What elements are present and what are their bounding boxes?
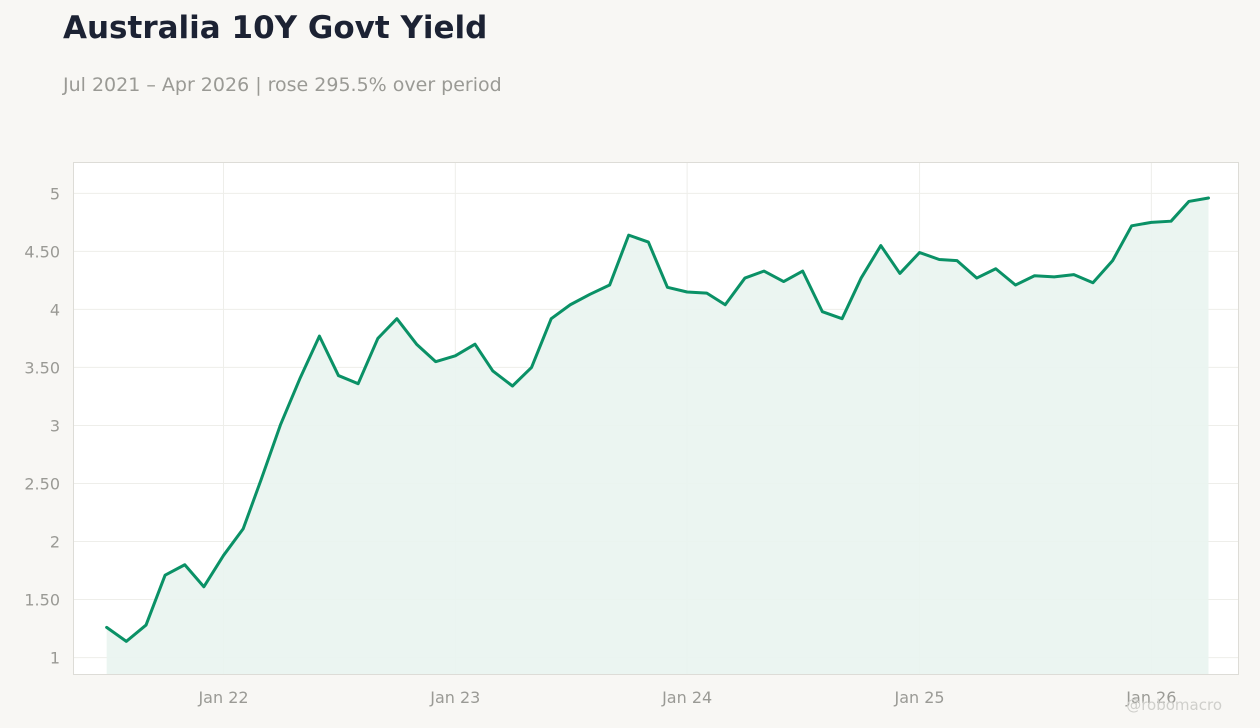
data-points (105, 196, 1210, 643)
x-tick-label: Jan 22 (197, 688, 248, 707)
data-point (840, 317, 844, 320)
data-point (898, 272, 902, 275)
data-point (588, 293, 592, 296)
y-tick-label: 3.50 (24, 358, 60, 377)
data-point (356, 382, 360, 385)
data-point (415, 343, 418, 346)
data-point (608, 283, 611, 287)
data-point (782, 280, 785, 283)
data-point (318, 334, 321, 338)
x-tick-label: Jan 23 (429, 688, 480, 707)
data-point (1169, 219, 1173, 223)
x-tick-label: Jan 25 (894, 688, 945, 707)
data-point (938, 258, 941, 261)
data-point (724, 303, 727, 306)
chart-title: Australia 10Y Govt Yield (63, 10, 488, 46)
x-axis-ticks: Jan 22 Jan 23 Jan 24 Jan 25 Jan 26 (197, 688, 1176, 707)
data-point (298, 377, 301, 381)
y-tick-label: 1 (50, 649, 60, 668)
data-point (647, 240, 650, 244)
data-point (1033, 274, 1036, 277)
data-point (1187, 200, 1191, 203)
data-point (994, 267, 997, 270)
x-tick-label: Jan 26 (1125, 688, 1176, 707)
data-point (202, 585, 206, 588)
y-tick-label: 2.50 (24, 474, 60, 493)
data-point (144, 623, 148, 627)
data-point (183, 563, 186, 566)
data-point (859, 276, 863, 280)
data-point (1014, 283, 1017, 287)
yield-line (105, 196, 1211, 643)
x-tick-label: Jan 24 (661, 688, 712, 707)
data-point (879, 244, 883, 247)
data-point (801, 269, 804, 273)
data-point (491, 369, 494, 373)
y-tick-label: 5 (50, 184, 60, 203)
data-point (1111, 259, 1114, 262)
y-tick-label: 4.50 (24, 242, 60, 261)
data-point (627, 233, 630, 237)
data-point (1150, 221, 1153, 224)
data-point (821, 310, 824, 313)
data-point (279, 423, 282, 426)
data-point (511, 384, 514, 388)
data-point (685, 290, 689, 294)
data-point (434, 360, 437, 363)
data-point (395, 317, 399, 320)
data-point (1130, 224, 1133, 228)
data-point (222, 554, 225, 557)
data-point (125, 640, 128, 643)
data-point (242, 527, 245, 530)
data-point (975, 276, 978, 280)
data-point (259, 478, 263, 482)
data-point (530, 366, 533, 369)
data-point (337, 374, 340, 377)
data-point (1207, 196, 1210, 200)
watermark: @robomacro (1126, 696, 1222, 714)
data-point (1072, 273, 1076, 276)
data-point (105, 626, 108, 629)
chart-subtitle: Jul 2021 – Apr 2026 | rose 295.5% over p… (63, 74, 502, 96)
yield-area-fill (106, 197, 1209, 676)
data-point (762, 269, 766, 273)
y-tick-label: 4 (50, 300, 60, 319)
data-point (743, 276, 747, 280)
data-point (454, 354, 457, 358)
y-tick-label: 2 (50, 533, 60, 552)
data-point (666, 286, 669, 289)
data-point (705, 291, 709, 295)
data-point (955, 259, 959, 262)
y-tick-label: 1.50 (24, 591, 60, 610)
y-tick-label: 3 (50, 416, 60, 435)
plot-border (73, 162, 1239, 675)
data-point (918, 251, 921, 254)
data-point (163, 573, 167, 577)
y-axis-ticks: 1 1.50 2 2.50 3 3.50 4 4.50 5 (24, 184, 60, 667)
data-point (550, 317, 553, 320)
data-point (1091, 281, 1095, 284)
data-point (473, 343, 477, 346)
data-point (1052, 275, 1056, 279)
data-point (569, 303, 572, 306)
data-point (376, 337, 380, 340)
